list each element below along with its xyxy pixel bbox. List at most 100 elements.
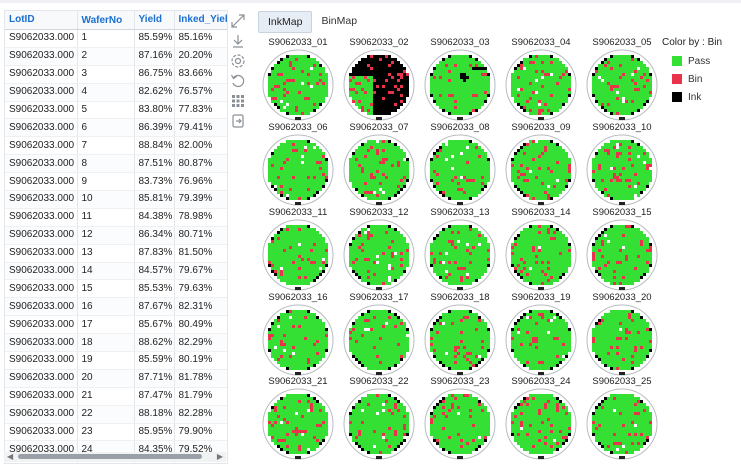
legend-item-bin[interactable]: Bin — [672, 73, 738, 85]
wafer-map-plot[interactable] — [586, 134, 658, 206]
wafer-map-item[interactable]: S9062033_05 — [582, 37, 662, 123]
wafer-map-item[interactable]: S9062033_11 — [258, 207, 338, 293]
table-row[interactable]: S9062033.000 2 87.16% 20.20% — [5, 47, 227, 66]
wafer-map-item[interactable]: S9062033_09 — [501, 122, 581, 208]
table-row[interactable]: S9062033.000 10 85.81% 79.39% — [5, 190, 227, 209]
table-row[interactable]: S9062033.000 8 87.51% 80.87% — [5, 154, 227, 174]
wafer-map-plot[interactable] — [505, 134, 577, 206]
table-row[interactable]: S9062033.000 6 86.39% 79.41% — [5, 118, 227, 138]
reset-icon[interactable] — [229, 72, 247, 90]
wafer-map-item[interactable]: S9062033_07 — [339, 122, 419, 208]
cell-waferno: 17 — [77, 315, 135, 335]
table-row[interactable]: S9062033.000 1 85.59% 85.16% — [5, 29, 227, 48]
tab-inkmap[interactable]: InkMap — [258, 11, 313, 33]
wafer-map-plot[interactable] — [343, 304, 415, 376]
wafer-map-item[interactable]: S9062033_19 — [501, 292, 581, 378]
table-row[interactable]: S9062033.000 14 84.57% 79.67% — [5, 262, 227, 281]
wafer-map-plot[interactable] — [262, 134, 334, 206]
grid-icon[interactable] — [229, 92, 247, 110]
table-row[interactable]: S9062033.000 3 86.75% 83.66% — [5, 65, 227, 84]
wafer-map-item[interactable]: S9062033_12 — [339, 207, 419, 293]
scroll-left-icon[interactable]: ◀ — [7, 452, 14, 461]
cell-inked-yield: 80.71% — [174, 226, 227, 245]
column-header-yield[interactable]: Yield — [134, 11, 175, 30]
column-header-waferno[interactable]: WaferNo🡅1 — [77, 11, 135, 30]
column-header-lotid[interactable]: LotID — [5, 11, 78, 30]
table-row[interactable]: S9062033.000 17 85.67% 80.49% — [5, 315, 227, 335]
wafer-map-plot[interactable] — [343, 49, 415, 121]
wafer-map-plot[interactable] — [505, 219, 577, 291]
table-row[interactable]: S9062033.000 21 87.47% 81.79% — [5, 387, 227, 406]
table-row[interactable]: S9062033.000 12 86.34% 80.71% — [5, 226, 227, 245]
table-row[interactable]: S9062033.000 23 85.95% 79.90% — [5, 423, 227, 442]
wafer-map-item[interactable]: S9062033_14 — [501, 207, 581, 293]
cell-lotid: S9062033.000 — [5, 244, 78, 263]
table-row[interactable]: S9062033.000 5 83.80% 77.83% — [5, 101, 227, 120]
wafer-map-label: S9062033_06 — [268, 122, 328, 133]
cell-lotid: S9062033.000 — [5, 279, 78, 299]
table-row[interactable]: S9062033.000 16 87.67% 82.31% — [5, 297, 227, 317]
wafer-map-plot[interactable] — [424, 219, 496, 291]
wafer-map-item[interactable]: S9062033_21 — [258, 376, 338, 462]
wafer-map-item[interactable]: S9062033_20 — [582, 292, 662, 378]
wafer-map-plot[interactable] — [586, 49, 658, 121]
wafer-map-item[interactable]: S9062033_23 — [420, 376, 500, 462]
settings-icon[interactable] — [229, 52, 247, 70]
wafer-map-item[interactable]: S9062033_02 — [339, 37, 419, 123]
wafer-map-plot[interactable] — [424, 49, 496, 121]
wafer-map-item[interactable]: S9062033_04 — [501, 37, 581, 123]
wafer-map-plot[interactable] — [262, 304, 334, 376]
wafer-map-plot[interactable] — [424, 388, 496, 460]
wafer-map-plot[interactable] — [505, 304, 577, 376]
legend-item-pass[interactable]: Pass — [672, 55, 738, 67]
wafer-map-plot[interactable] — [505, 49, 577, 121]
wafer-map-item[interactable]: S9062033_10 — [582, 122, 662, 208]
wafer-map-plot[interactable] — [586, 304, 658, 376]
scrollbar-thumb[interactable] — [18, 454, 202, 459]
legend-item-ink[interactable]: Ink — [672, 91, 738, 103]
cell-inked-yield: 82.00% — [174, 136, 227, 156]
wafer-map-plot[interactable] — [505, 388, 577, 460]
wafer-map-plot[interactable] — [262, 49, 334, 121]
wafer-map-item[interactable]: S9062033_03 — [420, 37, 500, 123]
table-row[interactable]: S9062033.000 11 84.38% 78.98% — [5, 208, 227, 227]
wafer-map-plot[interactable] — [262, 219, 334, 291]
table-row[interactable]: S9062033.000 7 88.84% 82.00% — [5, 136, 227, 156]
table-row[interactable]: S9062033.000 9 83.73% 76.96% — [5, 172, 227, 192]
wafer-map-plot[interactable] — [343, 388, 415, 460]
table-row[interactable]: S9062033.000 13 87.83% 81.50% — [5, 244, 227, 263]
wafer-map-item[interactable]: S9062033_15 — [582, 207, 662, 293]
table-row[interactable]: S9062033.000 19 85.59% 80.19% — [5, 351, 227, 370]
table-row[interactable]: S9062033.000 20 87.71% 81.78% — [5, 369, 227, 388]
wafer-notch — [295, 456, 301, 459]
tab-binmap[interactable]: BinMap — [321, 15, 358, 27]
wafer-map-plot[interactable] — [586, 388, 658, 460]
table-row[interactable]: S9062033.000 15 85.53% 79.63% — [5, 279, 227, 299]
column-header-inked-yield[interactable]: Inked_Yiel — [174, 11, 227, 30]
expand-icon[interactable] — [229, 12, 247, 30]
wafer-map-plot[interactable] — [262, 388, 334, 460]
cell-inked-yield: 79.39% — [174, 190, 227, 209]
wafer-map-item[interactable]: S9062033_25 — [582, 376, 662, 462]
wafer-map-item[interactable]: S9062033_06 — [258, 122, 338, 208]
table-row[interactable]: S9062033.000 18 88.62% 82.29% — [5, 333, 227, 353]
download-icon[interactable] — [229, 32, 247, 50]
wafer-map-item[interactable]: S9062033_18 — [420, 292, 500, 378]
wafer-map-item[interactable]: S9062033_17 — [339, 292, 419, 378]
wafer-map-plot[interactable] — [424, 134, 496, 206]
wafer-map-item[interactable]: S9062033_24 — [501, 376, 581, 462]
table-row[interactable]: S9062033.000 22 88.18% 82.28% — [5, 405, 227, 424]
scroll-right-icon[interactable]: ▶ — [216, 452, 223, 461]
wafer-map-plot[interactable] — [586, 219, 658, 291]
wafer-map-item[interactable]: S9062033_13 — [420, 207, 500, 293]
wafer-map-plot[interactable] — [424, 304, 496, 376]
wafer-map-item[interactable]: S9062033_08 — [420, 122, 500, 208]
wafer-map-item[interactable]: S9062033_01 — [258, 37, 338, 123]
horizontal-scrollbar[interactable]: ◀ ▶ — [4, 452, 226, 462]
wafer-map-plot[interactable] — [343, 219, 415, 291]
wafer-map-plot[interactable] — [343, 134, 415, 206]
wafer-map-item[interactable]: S9062033_22 — [339, 376, 419, 462]
wafer-map-item[interactable]: S9062033_16 — [258, 292, 338, 378]
table-row[interactable]: S9062033.000 4 82.62% 76.57% — [5, 83, 227, 102]
export-icon[interactable] — [229, 112, 247, 130]
